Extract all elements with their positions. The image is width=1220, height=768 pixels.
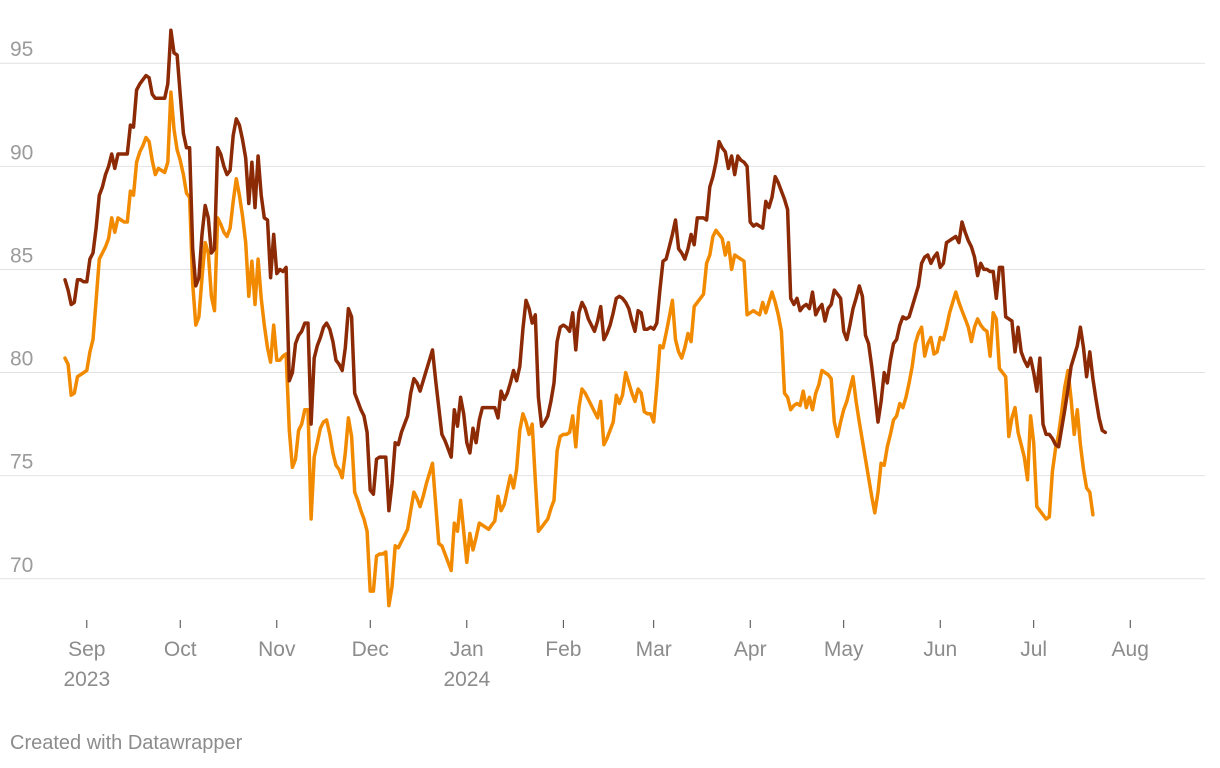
- y-tick-label: 85: [10, 244, 33, 267]
- series-line-2: [63, 90, 1095, 608]
- x-tick-year-label: 2024: [443, 668, 490, 691]
- x-axis: Sep 2023 Oct Nov Dec Jan 2024 Feb Mar Apr May Jun Ju…: [63, 620, 1149, 691]
- x-tick-label: Jul: [1020, 638, 1047, 661]
- x-tick-label: Oct: [164, 638, 197, 661]
- y-tick-label: 90: [10, 141, 33, 164]
- x-tick-label: Jan: [450, 638, 484, 661]
- x-tick-label: Aug: [1112, 638, 1149, 661]
- y-tick-label: 80: [10, 348, 33, 371]
- x-tick-label: Jun: [923, 638, 957, 661]
- x-tick-label: Feb: [545, 638, 581, 661]
- series-lines: [63, 28, 1108, 608]
- x-tick-label: Nov: [258, 638, 296, 661]
- x-tick-year-label: 2023: [63, 668, 110, 691]
- x-tick-label: Dec: [352, 638, 389, 661]
- x-tick-label: Apr: [734, 638, 767, 661]
- y-axis-labels: 70 75 80 85 90 95: [10, 38, 33, 577]
- line-chart: 70 75 80 85 90 95 Sep 2023 Oct Nov Dec Jan 2024 Feb M…: [0, 28, 1205, 691]
- y-tick-label: 75: [10, 451, 33, 474]
- series-line-1: [63, 28, 1108, 513]
- x-tick-label: Sep: [68, 638, 105, 661]
- y-tick-label: 70: [10, 554, 33, 577]
- credit-footer: Created with Datawrapper: [10, 732, 243, 754]
- x-tick-label: May: [824, 638, 864, 661]
- y-tick-label: 95: [10, 38, 33, 61]
- x-tick-label: Mar: [636, 638, 672, 661]
